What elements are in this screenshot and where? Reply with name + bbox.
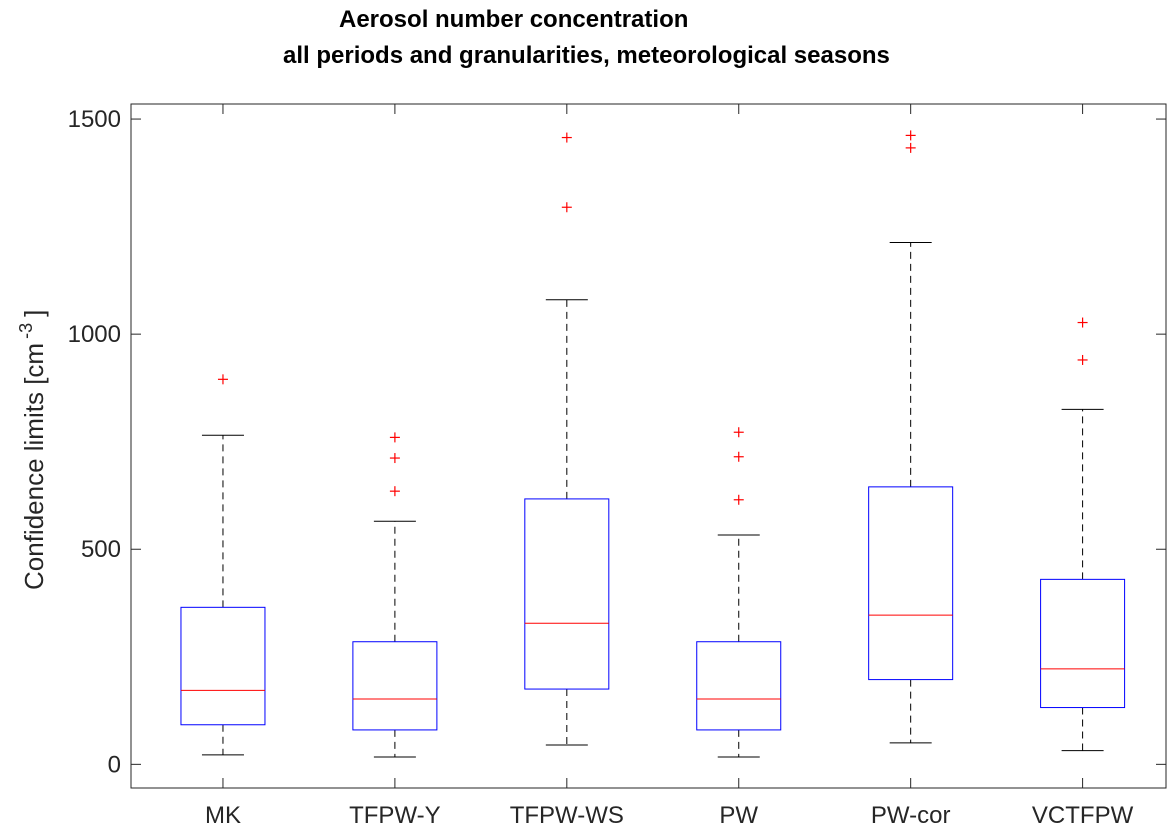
outlier-marker <box>1077 354 1088 365</box>
outlier-marker <box>733 494 744 505</box>
x-axis: MK TFPW-Y TFPW-WS PW PW-cor VCTFPW <box>205 104 1134 829</box>
y-tick-label: 0 <box>108 751 121 778</box>
x-tick-label: TFPW-WS <box>510 802 624 829</box>
x-tick-label: PW-cor <box>871 802 951 829</box>
box-group-mk <box>180 374 266 756</box>
box-group-pw <box>696 427 782 758</box>
outlier-marker <box>733 427 744 438</box>
x-tick-label: MK <box>205 802 241 829</box>
chart-title-line-2: all periods and granularities, meteorolo… <box>283 42 890 69</box>
box-iqr <box>868 486 954 681</box>
x-tick-label: PW <box>719 802 758 829</box>
y-tick-label: 1000 <box>68 321 121 348</box>
box-group-tfpw-y <box>352 432 438 758</box>
boxes-layer <box>180 130 1126 758</box>
box-group-tfpw-ws <box>524 132 610 746</box>
box-iqr <box>524 498 610 690</box>
outlier-marker <box>389 432 400 443</box>
outlier-marker <box>1077 317 1088 328</box>
y-axis-label: Confidence limits [cm -3] <box>16 310 49 590</box>
outlier-marker <box>561 202 572 213</box>
box-iqr <box>696 641 782 731</box>
plot-area <box>130 103 1167 789</box>
outlier-marker <box>217 374 228 385</box>
y-tick-label: 1500 <box>68 106 121 133</box>
box-iqr <box>180 606 266 726</box>
x-tick-label: VCTFPW <box>1032 802 1134 829</box>
y-tick-label: 500 <box>81 536 121 563</box>
x-tick-label: TFPW-Y <box>349 802 441 829</box>
outlier-marker <box>733 451 744 462</box>
y-axis-label-close: ] <box>19 310 49 317</box>
outlier-marker <box>905 130 916 141</box>
box-iqr <box>1040 578 1126 709</box>
outlier-marker <box>561 132 572 143</box>
box-iqr <box>352 641 438 731</box>
outlier-marker <box>389 453 400 464</box>
box-group-pw-cor <box>868 130 954 744</box>
outlier-marker <box>389 486 400 497</box>
box-group-vctfpw <box>1040 317 1126 752</box>
y-axis: 0 500 1000 1500 <box>68 106 1166 778</box>
y-axis-label-main: Confidence limits [cm <box>19 343 49 590</box>
chart-title-line-1: Aerosol number concentration <box>339 6 689 33</box>
y-axis-label-superscript: -3 <box>16 323 36 339</box>
outlier-marker <box>905 142 916 153</box>
